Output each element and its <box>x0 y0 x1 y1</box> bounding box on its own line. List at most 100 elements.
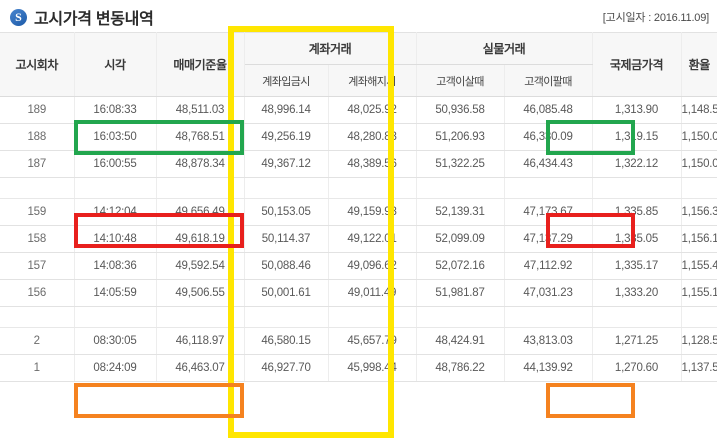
cell-account-deposit: 46,580.15 <box>244 327 329 355</box>
col-header-seq: 고시회차 <box>0 32 75 97</box>
cell-intl-gold-price: 1,271.25 <box>592 327 682 355</box>
cell-account-close: 48,280.83 <box>328 123 417 151</box>
spacer-cell <box>328 177 417 199</box>
spacer-cell <box>681 306 717 328</box>
cell-customer-buy: 50,936.58 <box>416 96 505 124</box>
table-row[interactable]: 156 14:05:59 49,506.55 50,001.61 49,011.49 51… <box>0 279 717 307</box>
cell-account-close: 49,011.49 <box>328 279 417 307</box>
table-row[interactable]: 159 14:12:04 49,656.49 50,153.05 49,159.93 52… <box>0 198 717 226</box>
cell-time: 16:08:33 <box>74 96 157 124</box>
cell-base-rate: 46,118.97 <box>156 327 245 355</box>
cell-intl-gold-price: 1,270.60 <box>592 354 682 382</box>
cell-base-rate: 46,463.07 <box>156 354 245 382</box>
col-header-customer-buy: 고객이살때 <box>416 64 505 97</box>
cell-seq: 189 <box>0 96 75 124</box>
spacer-cell <box>156 306 245 328</box>
table-head: 고시회차 시각 매매기준율 계좌거래 실물거래 국제금가격 환율 계좌입금시 계… <box>0 32 717 97</box>
cell-base-rate: 48,878.34 <box>156 150 245 178</box>
cell-customer-buy: 48,424.91 <box>416 327 505 355</box>
cell-intl-gold-price: 1,335.17 <box>592 252 682 280</box>
cell-time: 14:05:59 <box>74 279 157 307</box>
spacer-cell <box>504 306 593 328</box>
spacer-cell <box>416 306 505 328</box>
cell-seq: 2 <box>0 327 75 355</box>
cell-account-close: 49,096.62 <box>328 252 417 280</box>
table-row[interactable]: 2 08:30:05 46,118.97 46,580.15 45,657.79 48,4… <box>0 327 717 355</box>
col-header-account-close: 계좌해지시 <box>328 64 417 97</box>
spacer-cell <box>244 177 329 199</box>
cell-time: 08:24:09 <box>74 354 157 382</box>
cell-seq: 188 <box>0 123 75 151</box>
page-header: 고시가격 변동내역 [고시일자 : 2016.11.09] <box>0 0 717 32</box>
cell-customer-buy: 51,981.87 <box>416 279 505 307</box>
cell-time: 16:00:55 <box>74 150 157 178</box>
table-row[interactable]: 1 08:24:09 46,463.07 46,927.70 45,998.44 48,7… <box>0 354 717 382</box>
cell-customer-sell: 46,085.48 <box>504 96 593 124</box>
cell-intl-gold-price: 1,335.05 <box>592 225 682 253</box>
cell-intl-gold-price: 1,313.90 <box>592 96 682 124</box>
cell-time: 14:08:36 <box>74 252 157 280</box>
cell-customer-buy: 52,139.31 <box>416 198 505 226</box>
cell-seq: 156 <box>0 279 75 307</box>
table-row[interactable]: 158 14:10:48 49,618.19 50,114.37 49,122.01 52… <box>0 225 717 253</box>
orange-cell-highlight-1-intl-gold <box>546 383 635 418</box>
table-row[interactable]: 189 16:08:33 48,511.03 48,996.14 48,025.92 50… <box>0 96 717 124</box>
spacer-cell <box>681 177 717 199</box>
cell-base-rate: 48,768.51 <box>156 123 245 151</box>
cell-base-rate: 49,592.54 <box>156 252 245 280</box>
cell-fx-rate: 1,128.50 <box>681 327 717 355</box>
table-row[interactable]: 187 16:00:55 48,878.34 49,367.12 48,389.56 51… <box>0 150 717 178</box>
cell-time: 14:10:48 <box>74 225 157 253</box>
cell-fx-rate: 1,137.50 <box>681 354 717 382</box>
spacer-cell <box>504 177 593 199</box>
col-header-account-deposit: 계좌입금시 <box>244 64 329 97</box>
col-header-intl-gold-price: 국제금가격 <box>592 32 682 97</box>
cell-base-rate: 48,511.03 <box>156 96 245 124</box>
cell-base-rate: 49,618.19 <box>156 225 245 253</box>
price-history-table: 고시회차 시각 매매기준율 계좌거래 실물거래 국제금가격 환율 계좌입금시 계… <box>0 32 717 382</box>
table-body: 189 16:08:33 48,511.03 48,996.14 48,025.92 50… <box>0 96 717 382</box>
cell-intl-gold-price: 1,335.85 <box>592 198 682 226</box>
cell-account-close: 49,122.01 <box>328 225 417 253</box>
spacer-cell <box>592 306 682 328</box>
cell-time: 14:12:04 <box>74 198 157 226</box>
header-group-row: 고시회차 시각 매매기준율 계좌거래 실물거래 국제금가격 환율 <box>0 32 717 97</box>
spacer-cell <box>328 306 417 328</box>
col-header-group-physical-trade: 실물거래 <box>416 32 593 65</box>
cell-customer-sell: 47,137.29 <box>504 225 593 253</box>
cell-account-deposit: 50,001.61 <box>244 279 329 307</box>
col-header-customer-sell: 고객이팔때 <box>504 64 593 97</box>
cell-customer-sell: 46,330.09 <box>504 123 593 151</box>
cell-account-deposit: 50,153.05 <box>244 198 329 226</box>
cell-account-close: 48,389.56 <box>328 150 417 178</box>
cell-account-deposit: 49,367.12 <box>244 150 329 178</box>
cell-time: 16:03:50 <box>74 123 157 151</box>
cell-seq: 159 <box>0 198 75 226</box>
cell-base-rate: 49,656.49 <box>156 198 245 226</box>
notice-date-label: [고시일자 : 2016.11.09] <box>602 12 709 24</box>
cell-seq: 157 <box>0 252 75 280</box>
cell-customer-sell: 47,112.92 <box>504 252 593 280</box>
cell-seq: 1 <box>0 354 75 382</box>
s-logo-icon <box>10 8 27 26</box>
table-row[interactable]: 188 16:03:50 48,768.51 49,256.19 48,280.83 51… <box>0 123 717 151</box>
cell-account-deposit: 49,256.19 <box>244 123 329 151</box>
cell-customer-sell: 47,173.67 <box>504 198 593 226</box>
cell-account-deposit: 50,114.37 <box>244 225 329 253</box>
cell-account-close: 45,998.44 <box>328 354 417 382</box>
cell-account-close: 45,657.79 <box>328 327 417 355</box>
spacer-cell <box>244 306 329 328</box>
col-header-base-rate: 매매기준율 <box>156 32 245 97</box>
table-group-spacer-row <box>0 177 717 199</box>
title-wrap: 고시가격 변동내역 <box>10 5 154 29</box>
cell-time: 08:30:05 <box>74 327 157 355</box>
spacer-cell <box>156 177 245 199</box>
col-header-time: 시각 <box>74 32 157 97</box>
cell-fx-rate: 1,155.40 <box>681 252 717 280</box>
cell-fx-rate: 1,150.00 <box>681 123 717 151</box>
col-header-group-account-trade: 계좌거래 <box>244 32 417 65</box>
table-row[interactable]: 157 14:08:36 49,592.54 50,088.46 49,096.62 52… <box>0 252 717 280</box>
spacer-cell <box>74 177 157 199</box>
cell-customer-buy: 51,206.93 <box>416 123 505 151</box>
